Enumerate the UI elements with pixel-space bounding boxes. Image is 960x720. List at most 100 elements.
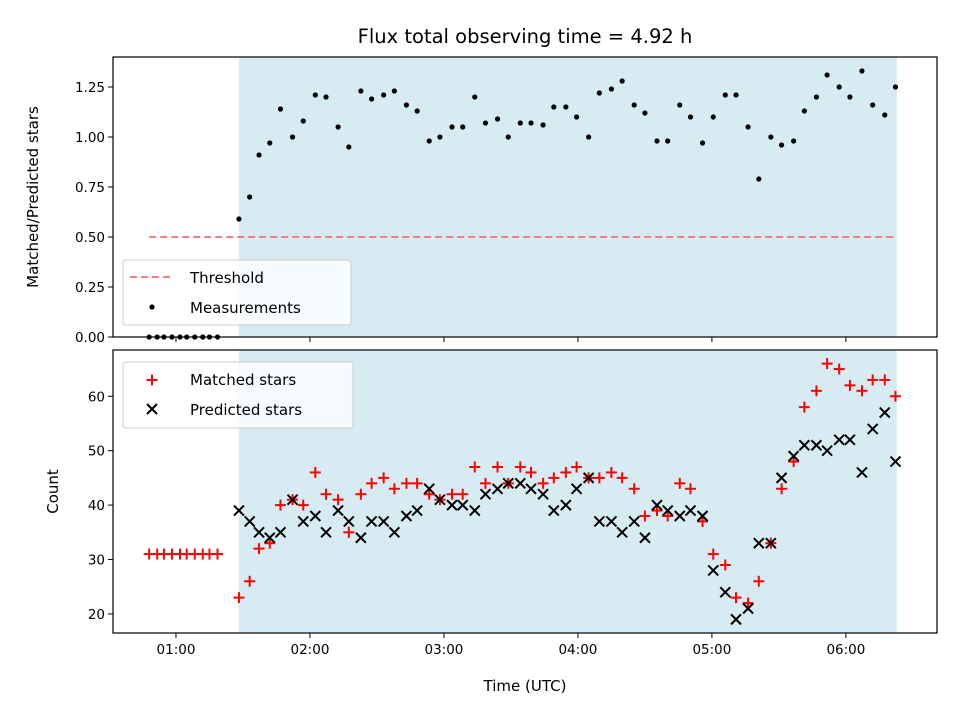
measurement-point [256,152,262,158]
predicted-star-point [753,537,765,549]
matched-star-point [253,543,265,555]
measurement-point [801,108,807,114]
measurement-point [563,104,569,110]
predicted-star-point [491,483,504,495]
measurement-point [745,124,751,130]
x-tick-label: 05:00 [692,642,731,658]
predicted-star-point [388,526,401,539]
y-tick-label: 50 [88,444,105,460]
matched-star-point [548,472,560,484]
measurement-point [642,110,648,116]
measurement-point [859,68,865,74]
matched-star-point [560,466,572,478]
measurement-point [665,138,671,144]
measurement-point [778,142,785,148]
matched-star-point [274,499,286,511]
matched-star-point [605,466,617,478]
predicted-star-point [684,504,697,517]
matched-star-point [571,461,583,473]
predicted-star-point [661,504,674,517]
bottom-x-axis-ticks: 01:00 02:00 03:00 04:00 05:00 06:00 [157,633,865,658]
matched-star-point [742,597,754,609]
measurement-point [813,94,820,100]
measurement-point [847,94,853,100]
predicted-star-point [570,483,583,495]
measurement-point [437,134,443,140]
matched-star-point [320,488,332,500]
measurement-point [573,114,580,120]
predicted-star-point [355,532,367,544]
predicted-star-point [320,526,332,539]
predicted-star-point [525,483,537,495]
matched-star-point [400,477,412,489]
measurement-point [267,140,273,146]
predicted-star-point [264,532,276,544]
matched-star-point [388,483,400,495]
matched-star-point [411,477,423,489]
predicted-star-point [274,526,287,539]
x-tick-label: 03:00 [424,642,463,658]
y-tick-label: 0.00 [75,330,105,346]
measurement-point [517,120,523,126]
legend-predicted-stars-swatch [146,403,158,415]
predicted-star-point [628,515,640,528]
matched-star-point [233,592,245,604]
measurement-point [882,112,888,118]
matched-star-point [244,575,256,587]
measurement-point [358,88,364,94]
matched-star-point [730,592,742,604]
predicted-star-point [343,515,355,528]
measurement-point [528,120,534,126]
y-tick-label: 40 [88,498,105,514]
measurement-point [368,96,375,102]
measurement-point [403,102,410,108]
measurement-point [768,134,774,140]
legend-threshold-label: Threshold [189,269,264,287]
predicted-star-point [696,510,709,522]
measurement-point [391,88,397,94]
matched-star-point [593,472,605,484]
predicted-star-point [243,515,256,528]
predicted-star-point [616,526,628,539]
matched-star-point [719,559,731,571]
top-y-axis-ticks: 0.00 0.25 0.50 0.75 1.00 1.25 [75,80,113,346]
measurement-point [277,106,284,112]
matched-star-point [810,385,822,397]
measurement-point [426,138,432,144]
predicted-star-point [548,504,560,517]
matched-star-point [639,510,651,522]
measurement-point [586,134,592,140]
legend-measurements-swatch [149,304,155,310]
x-tick-label: 04:00 [558,642,597,658]
predicted-star-point [537,488,549,500]
legend-matched-stars-label: Matched stars [190,371,296,389]
predicted-star-point [765,537,777,549]
matched-star-point [697,515,709,527]
measurement-point [300,118,306,124]
predicted-star-point [810,439,823,451]
predicted-star-point [502,477,514,490]
matched-star-point [776,483,788,495]
matched-star-point [423,488,435,500]
measurements-points [146,68,899,340]
predicted-star-point [605,515,618,528]
predicted-star-point [560,499,572,511]
matched-star-point [707,548,719,560]
bottom-y-axis-label: Count [44,469,62,514]
predicted-star-point [469,504,481,517]
measurement-point [687,114,694,120]
chart-title: Flux total observing time = 4.92 h [358,25,693,48]
predicted-star-point [639,532,651,544]
matched-star-point [616,472,628,484]
matched-star-point [446,488,458,500]
predicted-star-point [286,493,299,506]
x-axis-label: Time (UTC) [483,677,567,695]
matched-star-point [798,401,810,413]
legend-predicted-stars-label: Predicted stars [190,401,302,419]
predicted-star-point [775,472,788,484]
count-panel: 20 30 40 50 60 01:00 02:00 03:00 04:00 05:00 06:0… [44,349,938,695]
measurement-point [494,116,501,122]
measurement-point [335,124,341,130]
measurement-point [619,78,625,84]
